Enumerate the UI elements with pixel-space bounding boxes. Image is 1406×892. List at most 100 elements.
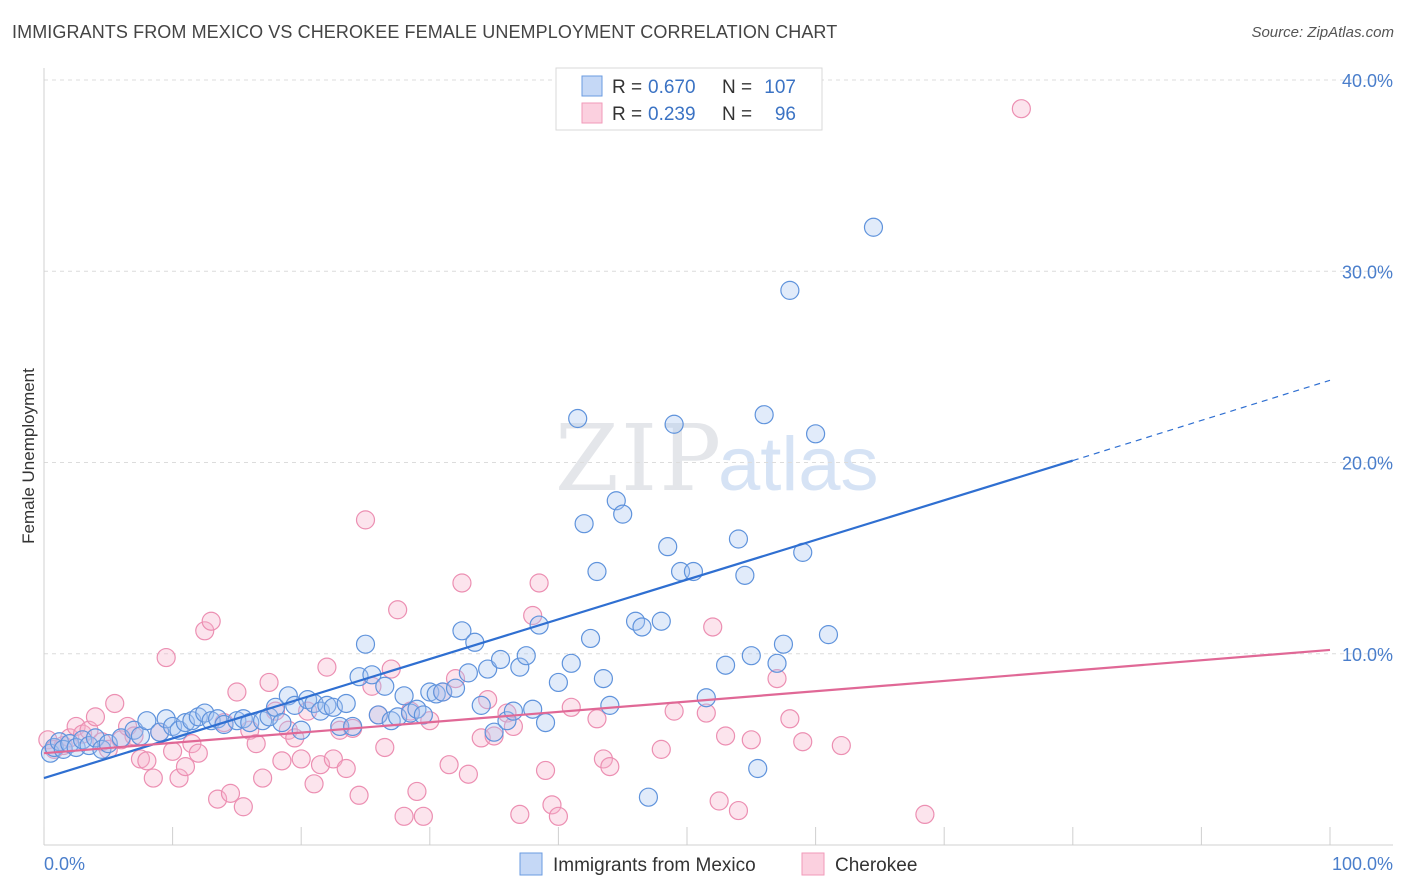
x-tick-label-max: 100.0% — [1332, 854, 1393, 874]
bottom-legend-swatch-mexico — [519, 852, 543, 876]
gridlines — [44, 79, 1393, 655]
mexico-point-72 — [535, 712, 556, 733]
cherokee-point-48 — [349, 785, 369, 805]
cherokee-point-89 — [780, 709, 800, 729]
x-tick-label-min: 0.0% — [44, 854, 85, 874]
mexico-point-73 — [548, 672, 569, 693]
mexico-point-60 — [458, 663, 478, 683]
cherokee-point-34 — [259, 672, 279, 693]
mexico-point-93 — [728, 529, 749, 549]
cherokee-point-49 — [355, 510, 376, 530]
cherokee-point-20 — [169, 768, 189, 788]
mexico-point-76 — [574, 514, 594, 534]
cherokee-point-74 — [542, 795, 562, 815]
mexico-point-75 — [568, 408, 588, 429]
mexico-point-78 — [587, 561, 607, 582]
cherokee-point-72 — [529, 573, 549, 593]
cherokee-point-29 — [227, 682, 247, 702]
cherokee-point-19 — [163, 741, 183, 761]
cherokee-point-79 — [600, 756, 620, 777]
mexico-point-48 — [375, 676, 395, 696]
cherokee-point-93 — [1011, 99, 1031, 119]
cherokee-point-24 — [195, 621, 215, 641]
mexico-point-59 — [452, 621, 472, 641]
trend-line-mexico — [43, 459, 1074, 780]
mexico-point-86 — [651, 611, 671, 631]
cherokee-point-15 — [137, 751, 157, 771]
legend-n-label-cherokee: N = — [722, 104, 752, 125]
mexico-point-103 — [818, 625, 839, 645]
source-label: Source: ZipAtlas.com — [1251, 24, 1394, 41]
mexico-point-42 — [336, 693, 356, 714]
mexico-point-74 — [561, 653, 581, 673]
cherokee-point-75 — [548, 806, 569, 826]
mexico-point-95 — [741, 646, 761, 666]
mexico-point-97 — [748, 758, 768, 779]
cherokee-point-16 — [143, 768, 163, 788]
cherokee-point-61 — [439, 755, 459, 775]
trend-line-cherokee — [43, 648, 1331, 755]
cherokee-point-36 — [272, 751, 292, 771]
mexico-point-14 — [137, 711, 157, 731]
cherokee-point-84 — [709, 791, 729, 811]
legend-n-label-mexico: N = — [722, 77, 752, 98]
legend-r-label-cherokee: R = — [612, 104, 642, 125]
legend-swatch-mexico — [581, 75, 603, 97]
cherokee-point-52 — [375, 737, 395, 758]
cherokee-point-10 — [105, 693, 125, 714]
mexico-point-98 — [767, 653, 787, 673]
chart-title: IMMIGRANTS FROM MEXICO VS CHEROKEE FEMAL… — [12, 22, 838, 42]
legend-r-label-mexico: R = — [612, 77, 642, 98]
mexico-point-82 — [613, 504, 633, 524]
cherokee-point-92 — [915, 804, 935, 825]
mexico-point-85 — [638, 787, 659, 807]
cherokee-point-87 — [741, 730, 761, 750]
cherokee-point-78 — [593, 749, 614, 769]
mexico-point-65 — [490, 649, 511, 670]
cherokee-point-77 — [587, 709, 607, 729]
bottom-legend-swatch-cherokee — [801, 852, 825, 876]
watermark-atlas: atlas — [718, 422, 879, 507]
cherokee-point-43 — [317, 657, 337, 677]
mexico-point-51 — [394, 686, 414, 706]
mexico-point-77 — [580, 628, 601, 649]
mexico-point-62 — [471, 695, 491, 715]
mexico-point-94 — [735, 565, 755, 585]
mexico-point-16 — [156, 709, 176, 729]
cherokee-point-21 — [175, 756, 196, 777]
mexico-point-54 — [413, 705, 433, 725]
cherokee-point-25 — [201, 611, 221, 631]
mexico-point-32 — [272, 712, 292, 733]
cherokee-point-76 — [561, 697, 581, 717]
mexico-point-80 — [600, 695, 620, 715]
cherokee-point-54 — [388, 600, 408, 620]
mexico-point-104 — [863, 217, 884, 237]
mexico-point-79 — [593, 669, 614, 689]
cherokee-point-91 — [831, 735, 851, 756]
legend-n-value-cherokee: 96 — [775, 104, 796, 125]
cherokee-point-90 — [793, 732, 813, 752]
mexico-point-92 — [715, 655, 736, 675]
cherokee-point-71 — [523, 605, 543, 626]
legend: R = 0.670 N = 107 R = 0.239 N = 96 — [555, 67, 823, 131]
cherokee-point-88 — [767, 669, 787, 689]
cherokee-point-83 — [703, 617, 723, 637]
watermark-zip: ZIP — [555, 405, 723, 512]
cherokee-point-85 — [715, 726, 736, 746]
cherokee-point-81 — [664, 701, 684, 721]
cherokee-point-82 — [696, 703, 716, 723]
y-axis-title: Female Unemployment — [19, 368, 38, 544]
cherokee-point-22 — [182, 734, 202, 754]
mexico-point-35 — [291, 720, 311, 740]
legend-r-value-mexico: 0.670 — [648, 77, 696, 98]
cherokee-point-73 — [535, 760, 556, 781]
y-tick-label-30: 30.0% — [1342, 262, 1393, 282]
legend-r-value-cherokee: 0.239 — [648, 104, 696, 125]
bottom-legend-label-mexico: Immigrants from Mexico — [553, 855, 756, 876]
cherokee-point-58 — [413, 806, 433, 826]
mexico-point-84 — [632, 617, 652, 637]
legend-n-value-mexico: 107 — [764, 77, 796, 98]
legend-swatch-cherokee — [581, 102, 603, 124]
cherokee-point-23 — [188, 743, 208, 763]
